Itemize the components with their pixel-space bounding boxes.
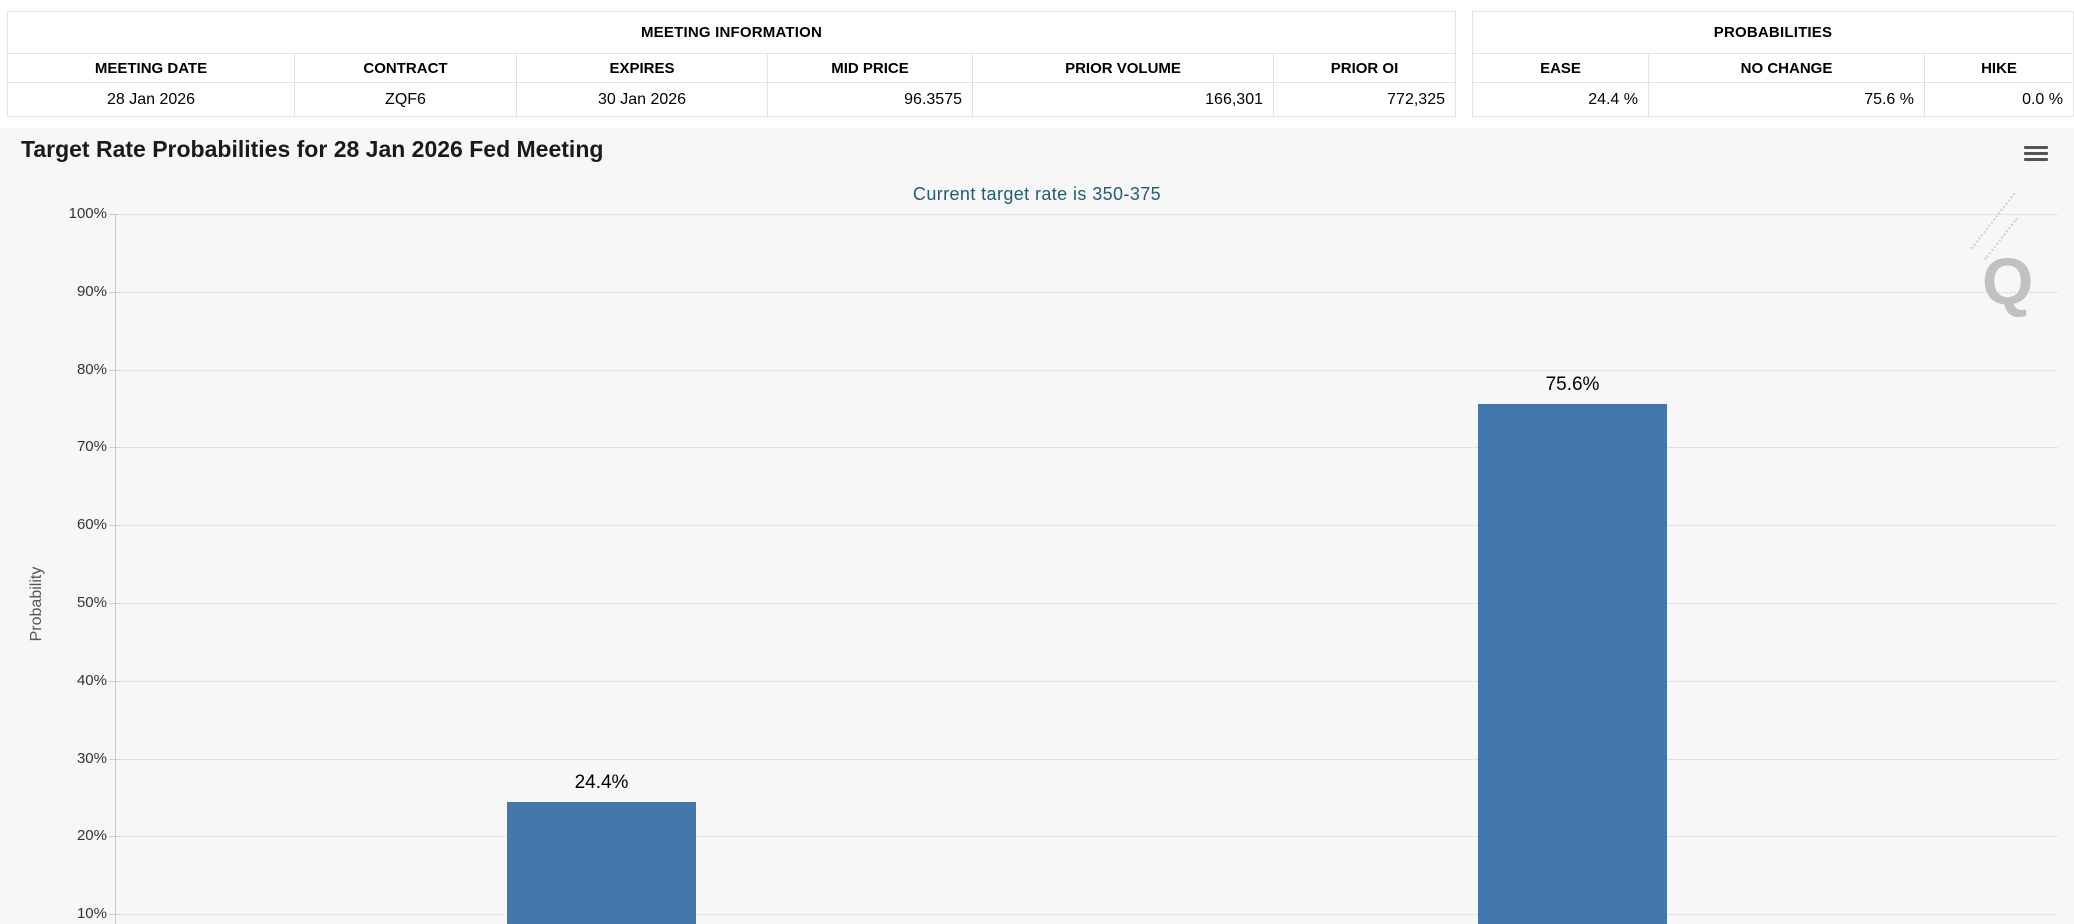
gridline [116, 680, 2058, 682]
y-axis-tick [109, 914, 115, 916]
y-axis-tick [109, 369, 115, 371]
meeting-information-value-row: 28 Jan 2026 ZQF6 30 Jan 2026 96.3575 166… [8, 83, 1456, 117]
probabilities-header-row: EASE NO CHANGE HIKE [1473, 54, 2074, 83]
y-axis-tick [109, 603, 115, 604]
probability-bar [1478, 403, 1667, 924]
column-header-contract: CONTRACT [295, 54, 517, 83]
value-contract: ZQF6 [295, 83, 517, 117]
y-axis-tick-label: 10% [76, 905, 107, 923]
gridline [116, 914, 2058, 916]
y-axis-tick-label: 40% [76, 671, 107, 689]
y-axis-tick-label: 70% [76, 438, 107, 456]
value-meeting-date: 28 Jan 2026 [8, 83, 295, 117]
y-axis-tick-label: 50% [76, 594, 107, 611]
value-hike: 0.0 % [1925, 83, 2074, 117]
value-ease: 24.4 % [1473, 83, 1649, 117]
value-expires: 30 Jan 2026 [517, 83, 768, 117]
target-rate-probabilities-chart: Target Rate Probabilities for 28 Jan 202… [0, 128, 2074, 924]
y-axis-tick [109, 291, 115, 293]
chart-export-menu-icon[interactable] [2024, 146, 2048, 163]
gridline [116, 369, 2058, 371]
probabilities-section-title: PROBABILITIES [1473, 12, 2074, 54]
y-axis-tick-label: 80% [76, 360, 107, 378]
y-axis-tick-label: 90% [76, 282, 107, 300]
meeting-information-table: MEETING INFORMATION MEETING DATE CONTRAC… [7, 11, 1456, 117]
y-axis-tick-label: 20% [76, 827, 107, 845]
probability-bar [507, 802, 696, 924]
y-axis-tick [109, 836, 115, 838]
y-axis-tick-label: 100% [68, 205, 107, 222]
y-axis-tick [109, 214, 115, 215]
watermark-q-logo: Q [1982, 244, 2034, 318]
bar-data-label: 24.4% [574, 772, 629, 794]
bar-data-label: 75.6% [1545, 373, 1600, 395]
gridline [116, 758, 2058, 760]
y-axis-tick [109, 680, 115, 682]
menu-bar [2024, 146, 2048, 149]
value-mid-price: 96.3575 [768, 83, 973, 117]
value-prior-volume: 166,301 [973, 83, 1274, 117]
meeting-information-section-title: MEETING INFORMATION [8, 12, 1456, 54]
chart-subtitle: Current target rate is 350-375 [912, 184, 1162, 204]
value-prior-oi: 772,325 [1274, 83, 1456, 117]
gridline [116, 525, 2058, 527]
column-header-meeting-date: MEETING DATE [8, 54, 295, 83]
column-header-mid-price: MID PRICE [768, 54, 973, 83]
gridline [116, 603, 2058, 604]
y-axis-tick-label: 30% [76, 749, 107, 767]
y-axis-tick [109, 525, 115, 527]
column-header-prior-volume: PRIOR VOLUME [973, 54, 1274, 83]
gridline [116, 214, 2058, 215]
y-axis-tick [109, 758, 115, 760]
column-header-ease: EASE [1473, 54, 1649, 83]
column-header-expires: EXPIRES [517, 54, 768, 83]
meeting-information-header-row: MEETING DATE CONTRACT EXPIRES MID PRICE … [8, 54, 1456, 83]
gridline [116, 836, 2058, 838]
column-header-no-change: NO CHANGE [1649, 54, 1925, 83]
probabilities-value-row: 24.4 % 75.6 % 0.0 % [1473, 83, 2074, 117]
probabilities-table: PROBABILITIES EASE NO CHANGE HIKE 24.4 %… [1472, 11, 2074, 117]
menu-bar [2024, 158, 2048, 161]
value-no-change: 75.6 % [1649, 83, 1925, 117]
y-axis-tick-label: 60% [76, 516, 107, 534]
gridline [116, 447, 2058, 449]
y-axis-line [115, 214, 116, 924]
column-header-prior-oi: PRIOR OI [1274, 54, 1456, 83]
menu-bar [2024, 152, 2048, 155]
y-axis-tick [109, 447, 115, 449]
gridline [116, 291, 2058, 293]
chart-title: Target Rate Probabilities for 28 Jan 202… [21, 136, 604, 162]
column-header-hike: HIKE [1925, 54, 2074, 83]
